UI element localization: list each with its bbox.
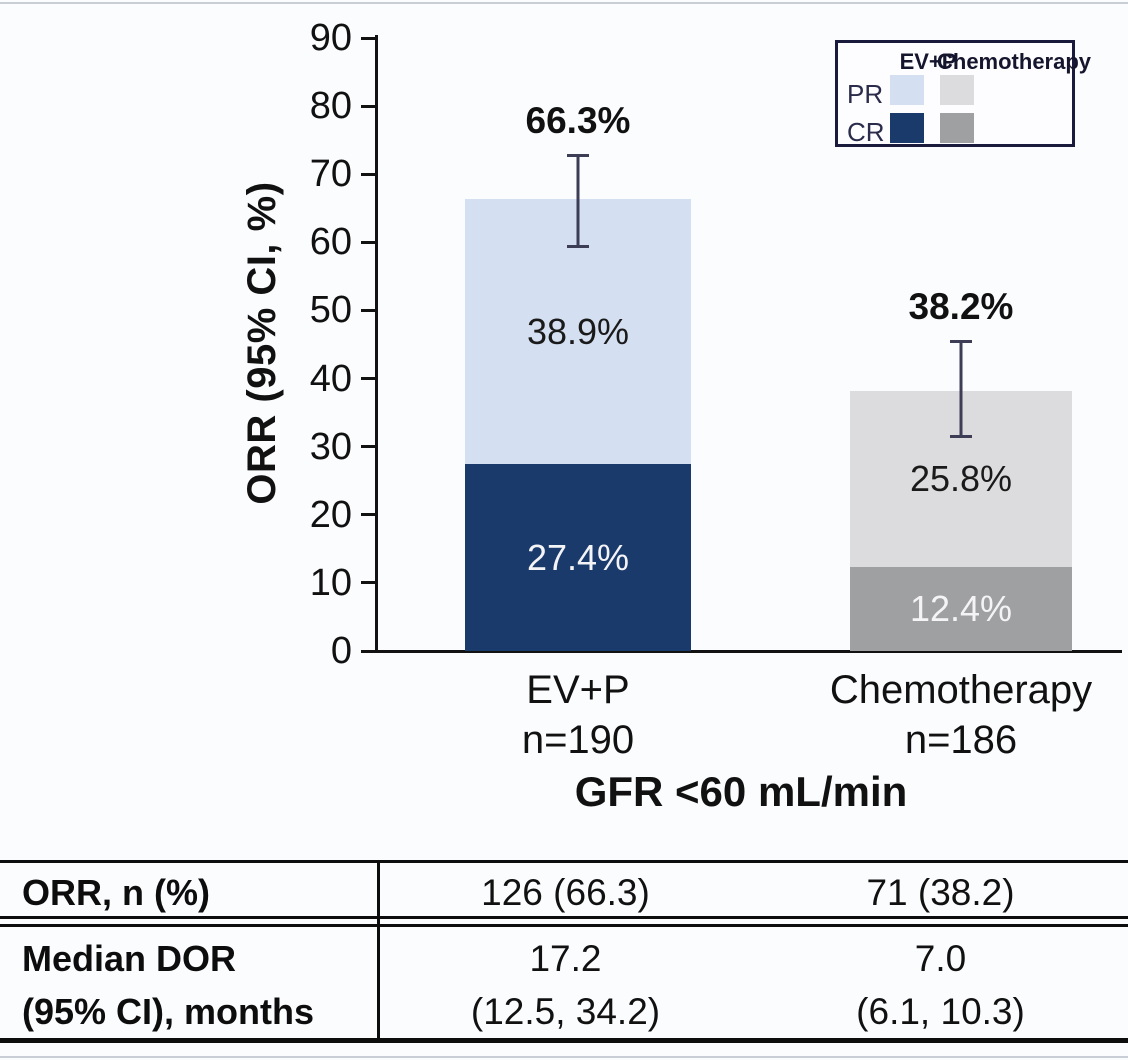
y-tick-mark	[361, 240, 375, 244]
y-tick-mark	[361, 581, 375, 585]
table-row1-chemo-value: 71 (38.2)	[866, 872, 1015, 913]
legend-row-label-pr: PR	[847, 79, 884, 109]
bar-chemo-cr-segment: 12.4%	[850, 566, 1072, 651]
table-row-divider-upper	[0, 916, 1128, 919]
bar-chemo-total-label: 38.2%	[908, 286, 1014, 328]
y-tick-mark	[361, 104, 375, 108]
bar-evp-cr-value-label: 27.4%	[526, 536, 630, 578]
legend-swatch-cr-evp	[890, 113, 924, 143]
x-axis-line	[375, 650, 1122, 653]
bar-evp-error-bar	[567, 153, 589, 248]
y-tick-label: 60	[309, 221, 352, 264]
legend-header-evp: EV+P	[899, 49, 957, 74]
legend-row-label-cr: CR	[847, 117, 885, 147]
bar-evp-pr-value-label: 38.9%	[526, 310, 630, 352]
y-tick-mark	[361, 36, 375, 40]
y-tick-label: 90	[309, 17, 352, 59]
bottom-border-line	[0, 1056, 1128, 1058]
y-tick-mark	[361, 513, 375, 517]
x-label-chemotherapy: Chemotherapy	[829, 668, 1093, 712]
x-sublabel-chemo-n: n=186	[904, 718, 1018, 762]
y-tick-label: 70	[309, 153, 352, 196]
y-tick-label: 40	[309, 357, 352, 400]
bar-chemo-pr-value-label: 25.8%	[909, 457, 1013, 499]
y-tick-mark	[361, 445, 375, 449]
table-row2-evp-line2: (12.5, 34.2)	[470, 991, 661, 1032]
table-row2-chemo-line1: 7.0	[914, 938, 967, 979]
table-column-divider	[377, 860, 380, 1043]
y-tick-mark	[361, 172, 375, 176]
y-tick-label: 30	[309, 425, 352, 468]
bar-evp-total-label: 66.3%	[525, 99, 631, 141]
table-row2-evp-line1: 17.2	[529, 938, 602, 979]
legend-header-chemotherapy: Chemotherapy	[937, 49, 1092, 74]
legend-swatch-pr-chemo	[940, 75, 974, 105]
bar-chemo-error-bar	[950, 340, 972, 438]
table-row-divider-lower	[0, 924, 1128, 927]
x-sublabel-evp-n: n=190	[521, 718, 635, 762]
legend-box: EV+P Chemotherapy PR CR	[835, 40, 1092, 147]
table-row1-evp-value: 126 (66.3)	[481, 872, 650, 913]
table-row2-label-line1: Median DOR	[22, 938, 237, 979]
bar-chemo-cr-value-label: 12.4%	[909, 587, 1013, 629]
table-row2-evp-value: 17.2 (12.5, 34.2)	[378, 932, 753, 1038]
legend-swatch-cr-chemo	[940, 113, 974, 143]
top-border-line	[0, 2, 1128, 4]
y-tick-mark	[361, 377, 375, 381]
y-tick-label: 10	[309, 561, 352, 604]
y-tick-label: 80	[309, 85, 352, 128]
table-row2-label-line2: (95% CI), months	[22, 991, 315, 1032]
y-tick-label: 20	[309, 493, 352, 536]
table-row2-label: Median DOR (95% CI), months	[22, 932, 314, 1038]
y-tick-label: 0	[330, 630, 352, 672]
x-axis-group-label: GFR <60 mL/min	[574, 768, 908, 815]
y-tick-label: 50	[309, 289, 352, 332]
y-axis-line	[375, 35, 378, 653]
table-row2-chemo-line2: (6.1, 10.3)	[856, 991, 1025, 1032]
y-tick-mark	[361, 649, 375, 653]
x-label-evp: EV+P	[526, 668, 630, 712]
y-axis-title: ORR (95% CI, %)	[240, 181, 284, 505]
y-tick-mark	[361, 308, 375, 312]
table-row1-label: ORR, n (%)	[22, 872, 210, 913]
bar-evp-cr-segment: 27.4%	[465, 464, 691, 651]
table-bottom-border	[0, 1038, 1128, 1043]
table-row2-chemo-value: 7.0 (6.1, 10.3)	[753, 932, 1128, 1038]
legend-swatch-pr-evp	[890, 75, 924, 105]
table-top-border	[0, 860, 1128, 863]
